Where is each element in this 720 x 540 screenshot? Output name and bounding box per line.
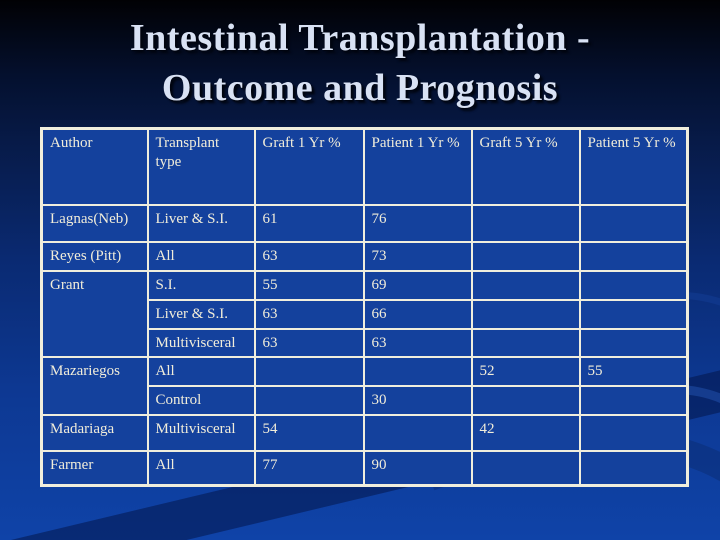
table-cell: 63: [253, 327, 365, 358]
table-cell: Farmer: [40, 449, 149, 487]
table-cell: [470, 240, 581, 272]
table-cell: 63: [253, 240, 365, 272]
table-cell: 73: [362, 240, 473, 272]
column-header: Transplant type: [146, 127, 256, 206]
table-cell: [578, 384, 689, 416]
slide-title: Intestinal Transplantation - Outcome and…: [0, 13, 720, 113]
table-cell: 52: [470, 355, 581, 387]
table-cell: Mazariegos: [40, 355, 149, 416]
column-header: Author: [40, 127, 149, 206]
table-cell: 76: [362, 203, 473, 243]
slide-title-line2: Outcome and Prognosis: [161, 67, 559, 109]
table-row: Reyes (Pitt) All 63 73: [40, 240, 689, 272]
table-cell: All: [146, 449, 256, 487]
table-cell: [253, 384, 365, 416]
column-header: Patient 1 Yr %: [362, 127, 473, 206]
table-row: Madariaga Multivisceral 54 42: [40, 413, 689, 452]
table-cell: [470, 298, 581, 330]
table-row: Multivisceral 63 63: [42, 327, 689, 358]
table-cell: Multivisceral: [146, 327, 256, 358]
slide-title-line1: Intestinal Transplantation -: [129, 17, 591, 59]
outcomes-table: Author Transplant type Graft 1 Yr % Patient…: [40, 127, 689, 487]
table-cell: 61: [253, 203, 365, 243]
table-cell: [470, 449, 581, 487]
table-body: Lagnas(Neb) Liver & S.I. 61 76 Reyes (Pitt) A…: [40, 203, 689, 487]
table-cell: [470, 203, 581, 243]
table-cell: [578, 327, 689, 358]
table-cell: Multivisceral: [146, 413, 256, 452]
table-cell: Madariaga: [40, 413, 149, 452]
table-cell: Reyes (Pitt): [40, 240, 149, 272]
table-row: Grant S.I. 55 69: [40, 269, 689, 358]
table-row: Lagnas(Neb) Liver & S.I. 61 76: [40, 203, 689, 243]
table-cell: Lagnas(Neb): [40, 203, 149, 243]
table-cell: All: [146, 240, 256, 272]
table-cell: All: [146, 355, 256, 387]
table-cell: 55: [578, 355, 689, 387]
table-cell: [362, 413, 473, 452]
table-cell: Liver & S.I.: [146, 298, 256, 330]
column-header: Graft 5 Yr %: [470, 127, 581, 206]
table-cell: 77: [253, 449, 365, 487]
table-cell: 66: [362, 298, 473, 330]
table-cell: [362, 355, 473, 387]
table-cell: 69: [362, 269, 473, 301]
table-cell: [578, 449, 689, 487]
table-header: Author Transplant type Graft 1 Yr % Patient…: [40, 127, 689, 206]
table-cell: [578, 413, 689, 452]
table-cell: 63: [362, 327, 473, 358]
table-cell: 30: [362, 384, 473, 416]
table-cell: Liver & S.I.: [146, 203, 256, 243]
table-cell: 90: [362, 449, 473, 487]
column-header: Graft 1 Yr %: [253, 127, 365, 206]
table-header-row: Author Transplant type Graft 1 Yr % Patient…: [40, 127, 689, 206]
table-cell: [470, 327, 581, 358]
table-row: Farmer All 77 90: [40, 449, 689, 487]
table-cell: Control: [146, 384, 256, 416]
table-cell: [578, 240, 689, 272]
table-cell: [578, 203, 689, 243]
table-cell: 42: [470, 413, 581, 452]
table-row: Liver & S.I. 63 66: [42, 298, 689, 330]
table-cell: [253, 355, 365, 387]
table-cell: [578, 298, 689, 330]
table-cell: [470, 269, 581, 301]
table-row: Mazariegos All 52 55: [40, 355, 689, 416]
table-cell: 63: [253, 298, 365, 330]
table-cell: [470, 384, 581, 416]
table-cell: S.I.: [146, 269, 256, 301]
table-cell: 55: [253, 269, 365, 301]
table-cell: Grant: [40, 269, 149, 358]
column-header: Patient 5 Yr %: [578, 127, 689, 206]
table-cell: 54: [253, 413, 365, 452]
table-cell: [578, 269, 689, 301]
